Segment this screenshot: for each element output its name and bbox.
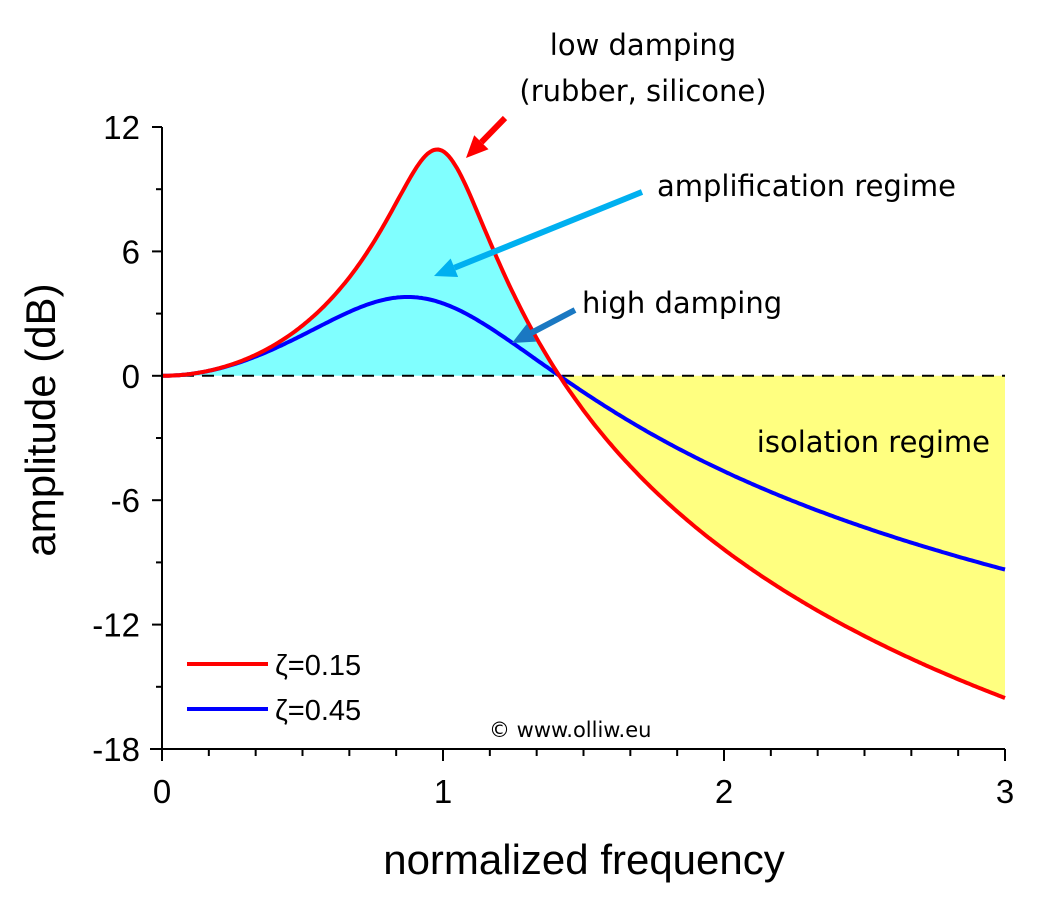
annotation-low-damping: low damping — [550, 28, 736, 62]
arrow-amplification-regime — [434, 189, 644, 278]
annotation-low-damping-materials: (rubber, silicone) — [519, 74, 766, 108]
annotation-high-damping: high damping — [582, 286, 782, 320]
y-tick-label: -6 — [111, 482, 140, 519]
x-axis-label: normalized frequency — [383, 836, 785, 883]
isolation-region — [559, 375, 1005, 698]
arrow-low-damping — [466, 115, 508, 158]
y-tick-label: -12 — [92, 607, 140, 644]
x-tick-label: 1 — [434, 773, 452, 810]
y-tick-label: 12 — [103, 109, 140, 146]
y-tick-label: 6 — [122, 233, 140, 270]
y-axis-label: amplitude (dB) — [17, 283, 64, 556]
y-tick-label: -18 — [92, 731, 140, 768]
x-tick-label: 0 — [153, 773, 171, 810]
series-line-zeta-045 — [162, 295, 1006, 572]
y-tick-label: 0 — [122, 358, 140, 395]
legend-label-zeta-015: ζ=0.15 — [275, 650, 361, 682]
legend: ζ=0.15 ζ=0.45 — [187, 650, 361, 727]
x-tick-label: 2 — [715, 773, 733, 810]
annotation-amplification-regime: amplification regime — [657, 169, 956, 203]
x-tick-label: 3 — [996, 773, 1014, 810]
copyright-notice: © www.olliw.eu — [489, 718, 651, 742]
legend-label-zeta-045: ζ=0.45 — [275, 695, 361, 727]
arrow-high-damping — [512, 307, 577, 343]
series-line-zeta-015 — [162, 147, 1006, 700]
annotation-isolation-regime: isolation regime — [757, 425, 990, 459]
